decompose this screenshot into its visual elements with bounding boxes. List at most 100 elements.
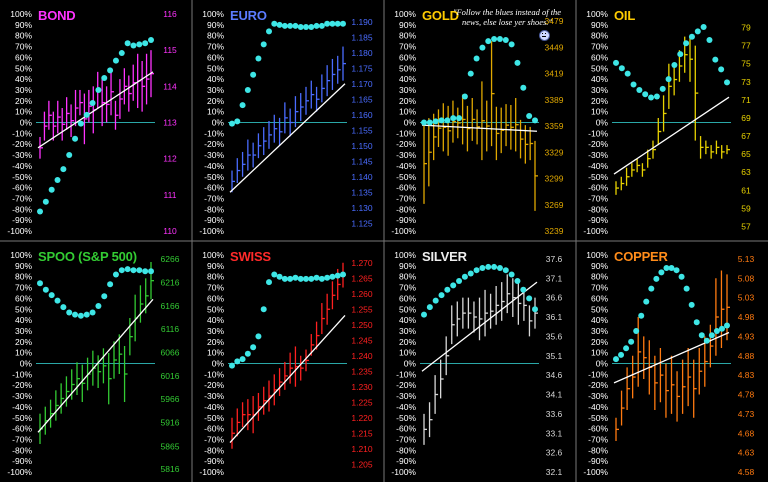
baby-blue-dot	[281, 275, 288, 282]
baby-blue-dot	[508, 271, 515, 278]
pct-tick-label: -80%	[588, 204, 608, 214]
pct-tick-label: 20%	[15, 337, 32, 347]
price-tick-label: 33.6	[546, 409, 563, 419]
pct-tick-label: 50%	[399, 63, 416, 73]
baby-blue-dot	[708, 332, 715, 339]
trend-line	[613, 96, 730, 175]
trend-line	[229, 315, 346, 443]
baby-blue-dot	[136, 41, 143, 48]
trend-line	[37, 71, 154, 149]
pct-tick-label: -20%	[588, 139, 608, 149]
price-tick-label: 59	[741, 203, 751, 213]
pct-tick-label: -90%	[588, 456, 608, 466]
baby-blue-dot	[60, 166, 67, 173]
baby-blue-dot	[618, 351, 625, 358]
baby-blue-dot	[520, 286, 527, 293]
baby-blue-dot	[648, 285, 655, 292]
baby-blue-dot	[479, 265, 486, 272]
price-tick-label: 1.170	[351, 79, 373, 89]
pct-tick-label: -70%	[396, 193, 416, 203]
pct-tick-label: 50%	[399, 304, 416, 314]
baby-blue-dot	[313, 22, 320, 29]
pct-tick-label: -10%	[12, 128, 32, 138]
baby-blue-dot	[426, 119, 433, 126]
price-tick-label: 79	[741, 23, 751, 33]
pct-tick-label: 0%	[596, 359, 609, 369]
price-tick-label: 36.1	[546, 312, 563, 322]
price-tick-label: 4.78	[738, 390, 755, 400]
price-tick-label: 4.58	[738, 467, 755, 477]
pct-tick-label: -30%	[204, 150, 224, 160]
pct-tick-label: -10%	[12, 369, 32, 379]
pct-tick-label: 100%	[586, 250, 608, 260]
pct-tick-label: 70%	[591, 283, 608, 293]
baby-blue-dot	[329, 273, 336, 280]
baby-blue-dot	[642, 91, 649, 98]
baby-blue-dot	[292, 22, 299, 29]
pct-tick-label: 80%	[207, 31, 224, 41]
baby-blue-dot	[66, 152, 73, 159]
baby-blue-dot	[688, 301, 695, 308]
pct-tick-label: 10%	[591, 107, 608, 117]
price-tick-label: 5865	[161, 441, 180, 451]
baby-blue-dot	[266, 28, 272, 35]
pct-tick-label: -70%	[588, 434, 608, 444]
price-tick-label: 6266	[161, 254, 180, 264]
pct-tick-label: 60%	[591, 52, 608, 62]
pct-tick-label: 80%	[15, 31, 32, 41]
pct-tick-label: 100%	[202, 250, 224, 260]
price-tick-label: 114	[163, 81, 177, 91]
price-tick-label: 4.88	[738, 351, 755, 361]
trend-line	[37, 298, 154, 433]
price-tick-label: 3269	[545, 200, 564, 210]
pct-tick-label: 50%	[207, 63, 224, 73]
baby-blue-dot	[648, 94, 655, 101]
baby-blue-dot	[107, 67, 114, 74]
baby-blue-dot	[340, 271, 346, 278]
pct-tick-label: 20%	[207, 337, 224, 347]
baby-blue-dot	[508, 41, 515, 48]
price-tick-label: 73	[741, 77, 751, 87]
pct-tick-label: -20%	[396, 139, 416, 149]
panel-title: GOLD	[422, 8, 459, 23]
baby-blue-dot	[101, 293, 108, 300]
price-tick-label: 1.215	[351, 428, 373, 438]
pct-tick-label: 0%	[212, 118, 225, 128]
pct-tick-label: 40%	[399, 315, 416, 325]
panel-title: COPPER	[614, 249, 668, 264]
baby-blue-dot	[485, 263, 492, 270]
pct-tick-label: -70%	[12, 434, 32, 444]
baby-blue-dot	[467, 70, 474, 77]
baby-blue-dot	[72, 311, 79, 318]
baby-blue-dot	[271, 271, 278, 278]
pct-tick-label: 90%	[15, 20, 32, 30]
price-tick-label: 57	[741, 221, 751, 231]
baby-blue-dot	[255, 333, 262, 340]
pct-tick-label: -90%	[396, 215, 416, 225]
pct-tick-label: -100%	[583, 226, 608, 236]
price-tick-label: 37.1	[546, 273, 563, 283]
baby-blue-dot	[130, 42, 137, 49]
pct-tick-label: 80%	[15, 272, 32, 282]
baby-blue-dot	[37, 280, 43, 287]
pct-tick-label: -20%	[12, 139, 32, 149]
pct-tick-label: 40%	[15, 74, 32, 84]
pct-tick-label: -80%	[588, 445, 608, 455]
pct-tick-label: 30%	[15, 85, 32, 95]
baby-blue-dot	[693, 319, 700, 326]
pct-tick-label: -30%	[588, 391, 608, 401]
baby-blue-dot	[308, 24, 315, 31]
baby-blue-dot	[276, 273, 283, 280]
pct-tick-label: 30%	[15, 326, 32, 336]
price-tick-label: 4.68	[738, 428, 755, 438]
baby-blue-dot	[287, 275, 294, 282]
price-tick-label: 32.1	[546, 467, 563, 477]
baby-blue-dot	[303, 24, 309, 31]
price-tick-label: 3299	[545, 174, 564, 184]
pct-tick-label: 60%	[207, 293, 224, 303]
pct-tick-label: -40%	[204, 161, 224, 171]
pct-tick-label: -20%	[204, 380, 224, 390]
price-tick-label: 1.185	[351, 32, 373, 42]
pct-tick-label: -60%	[396, 424, 416, 434]
pct-tick-label: -10%	[204, 128, 224, 138]
